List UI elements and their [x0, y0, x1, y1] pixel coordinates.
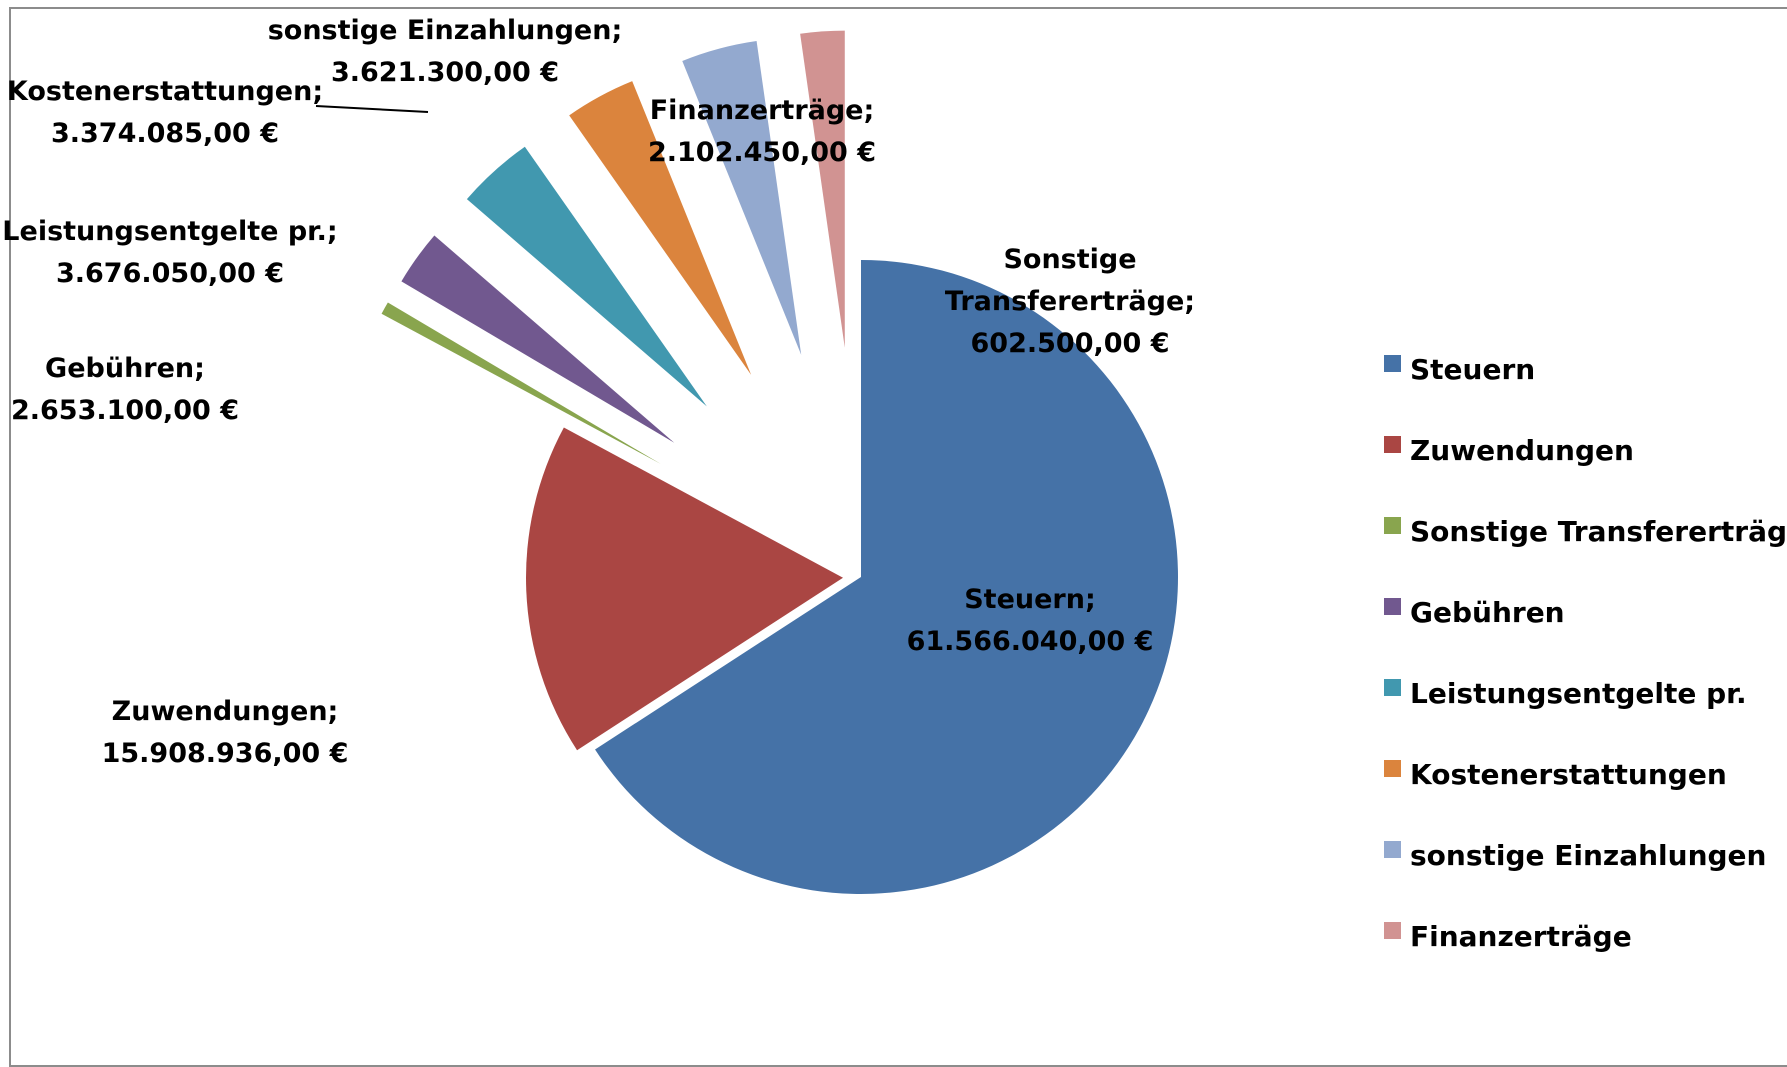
legend-swatch-2 — [1384, 517, 1401, 534]
data-label-7: Finanzerträge; 2.102.450,00 € — [648, 95, 876, 168]
data-label-2: Sonstige Transfererträge; 602.500,00 € — [945, 244, 1195, 359]
legend-swatch-5 — [1384, 760, 1401, 777]
leader-line-kostenerstattungen — [315, 105, 429, 113]
legend-label-1: Zuwendungen — [1410, 434, 1634, 467]
data-label-3: Gebühren; 2.653.100,00 € — [11, 353, 239, 426]
legend-swatch-6 — [1384, 841, 1401, 858]
legend-label-5: Kostenerstattungen — [1410, 758, 1727, 791]
legend: Steuern Zuwendungen Sonstige Transfererträ… — [1384, 353, 1787, 953]
legend-swatch-4 — [1384, 679, 1401, 696]
data-label-1: Zuwendungen; 15.908.936,00 € — [102, 696, 349, 769]
legend-label-6: sonstige Einzahlungen — [1410, 839, 1766, 872]
legend-label-2: Sonstige Transfererträge — [1410, 515, 1787, 548]
data-label-0: Steuern; 61.566.040,00 € — [907, 584, 1154, 657]
pie-slice-3 — [401, 235, 675, 443]
legend-label-0: Steuern — [1410, 353, 1535, 386]
data-label-6: sonstige Einzahlungen; 3.621.300,00 € — [268, 15, 623, 88]
legend-label-4: Leistungsentgelte pr. — [1410, 677, 1747, 710]
legend-label-3: Gebühren — [1410, 596, 1565, 629]
pie-slice-2 — [381, 302, 661, 464]
pie-slice-5 — [569, 81, 752, 375]
pie-slice-7 — [800, 30, 845, 348]
pie-slice-6 — [682, 41, 802, 355]
legend-label-7: Finanzerträge — [1410, 920, 1632, 953]
legend-swatch-7 — [1384, 922, 1401, 939]
data-label-4: Leistungsentgelte pr.; 3.676.050,00 € — [2, 216, 337, 289]
leader-lines — [315, 105, 429, 113]
legend-swatch-1 — [1384, 436, 1401, 453]
data-label-5: Kostenerstattungen; 3.374.085,00 € — [7, 76, 323, 149]
pie-slice-1 — [526, 427, 844, 751]
legend-swatch-0 — [1384, 355, 1401, 372]
pie-slices — [381, 30, 1179, 894]
pie-slice-4 — [466, 146, 707, 407]
legend-swatch-3 — [1384, 598, 1401, 615]
data-labels: Steuern; 61.566.040,00 € Zuwendungen; 15.90… — [2, 15, 1195, 769]
pie-slice-0 — [595, 260, 1179, 894]
